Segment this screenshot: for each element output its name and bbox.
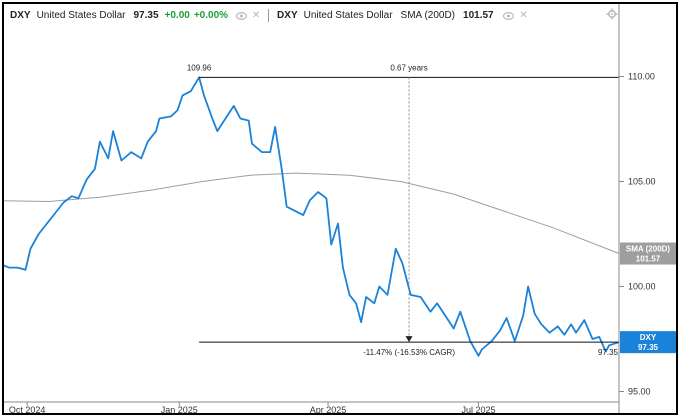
chart-legend: DXY United States Dollar 97.35 +0.00 +0.… (10, 9, 530, 22)
y-tick-label: 105.00 (628, 177, 656, 187)
gear-icon[interactable] (606, 7, 618, 20)
close-icon[interactable]: ✕ (251, 10, 261, 21)
close-icon[interactable]: ✕ (519, 10, 528, 21)
legend-divider (268, 9, 270, 22)
axes-layer: 95.00 100.00 105.00 110.00 Oct 2024 Jan 2025 A… (4, 4, 656, 413)
price-chart[interactable]: 109.96 0.67 years -11.47% (-16.53% CAGR) 97… (4, 4, 676, 413)
drawdown-label: -11.47% (-16.53% CAGR) (363, 348, 455, 357)
eye-icon[interactable] (503, 10, 515, 22)
sma-badge-label: SMA (200D) (626, 245, 670, 254)
legend-sma-ticker: DXY (277, 10, 298, 21)
price-badge-label: DXY (640, 333, 657, 342)
y-tick-label: 100.00 (628, 282, 656, 292)
measure-tool: 109.96 0.67 years -11.47% (-16.53% CAGR) 97… (187, 63, 619, 357)
legend-sma-name: United States Dollar (303, 10, 393, 21)
x-tick-label: Oct 2024 (9, 405, 46, 413)
legend-dxy-change-pct: +0.00% (193, 10, 229, 21)
sma-200d-line (4, 172, 620, 254)
sma-badge-bg (620, 242, 676, 265)
legend-dxy-ticker: DXY (10, 10, 31, 21)
measure-arrow-head (405, 336, 413, 343)
x-tick-label: Apr 2025 (310, 405, 347, 413)
legend-dxy-name: United States Dollar (36, 10, 126, 21)
dxy-price-line (4, 76, 620, 357)
chart-widget: 109.96 0.67 years -11.47% (-16.53% CAGR) 97… (2, 2, 678, 415)
y-tick-label: 95.00 (628, 387, 651, 397)
legend-dxy-value: 97.35 (133, 10, 159, 21)
y-tick-label: 110.00 (628, 72, 655, 82)
peak-value-label: 109.96 (187, 63, 212, 72)
sma-badge-value: 101.57 (636, 255, 661, 264)
legend-dxy-change: +0.00 (164, 10, 190, 21)
price-layer (4, 76, 620, 357)
x-tick-label: Jan 2025 (161, 405, 198, 413)
price-badge-value: 97.35 (638, 343, 659, 352)
end-value-label: 97.35 (598, 348, 619, 357)
price-badge-bg (620, 331, 676, 354)
x-tick-label: Jul 2025 (461, 405, 495, 413)
legend-sma-value: 101.57 (463, 10, 494, 21)
legend-sma-indicator: SMA (200D) (400, 10, 456, 21)
sma-layer (4, 172, 620, 254)
eye-icon[interactable] (235, 10, 247, 22)
duration-label: 0.67 years (390, 63, 427, 72)
